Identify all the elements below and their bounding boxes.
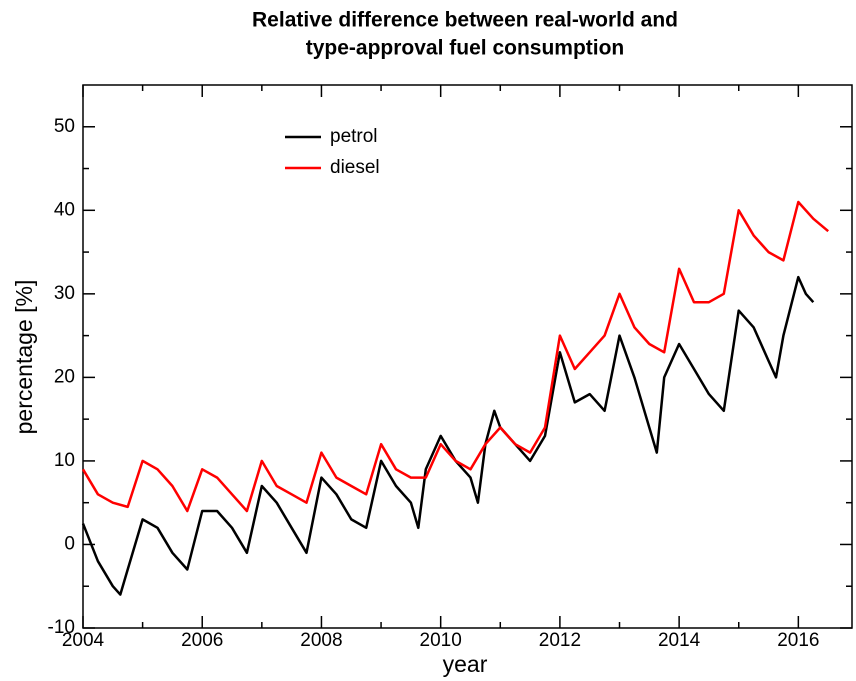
y-tick-label: 40: [54, 199, 75, 220]
series-line: [81, 275, 815, 596]
y-tick-label: 0: [64, 533, 75, 554]
y-axis-label: percentage [%]: [11, 280, 37, 435]
plot-frame: [82, 84, 853, 629]
chart-title: Relative difference between real-world a…: [252, 9, 678, 32]
x-tick-label: 2012: [539, 630, 581, 651]
x-axis-label: year: [443, 651, 488, 677]
legend-label: diesel: [330, 157, 380, 178]
x-tick-label: 2008: [300, 630, 342, 651]
x-tick-label: 2006: [181, 630, 223, 651]
x-tick-label: 2014: [658, 630, 701, 651]
y-tick-label: 50: [54, 116, 75, 137]
y-tick-label: 10: [54, 450, 75, 471]
x-tick-label: 2004: [62, 630, 105, 651]
x-tick-label: 2016: [777, 630, 819, 651]
y-tick-label: -10: [48, 617, 75, 638]
legend-label: petrol: [330, 126, 378, 147]
y-tick-label: 30: [54, 283, 75, 304]
chart-title: type-approval fuel consumption: [306, 37, 625, 60]
series-line: [81, 200, 830, 513]
y-tick-label: 20: [54, 366, 75, 387]
x-tick-label: 2010: [420, 630, 462, 651]
